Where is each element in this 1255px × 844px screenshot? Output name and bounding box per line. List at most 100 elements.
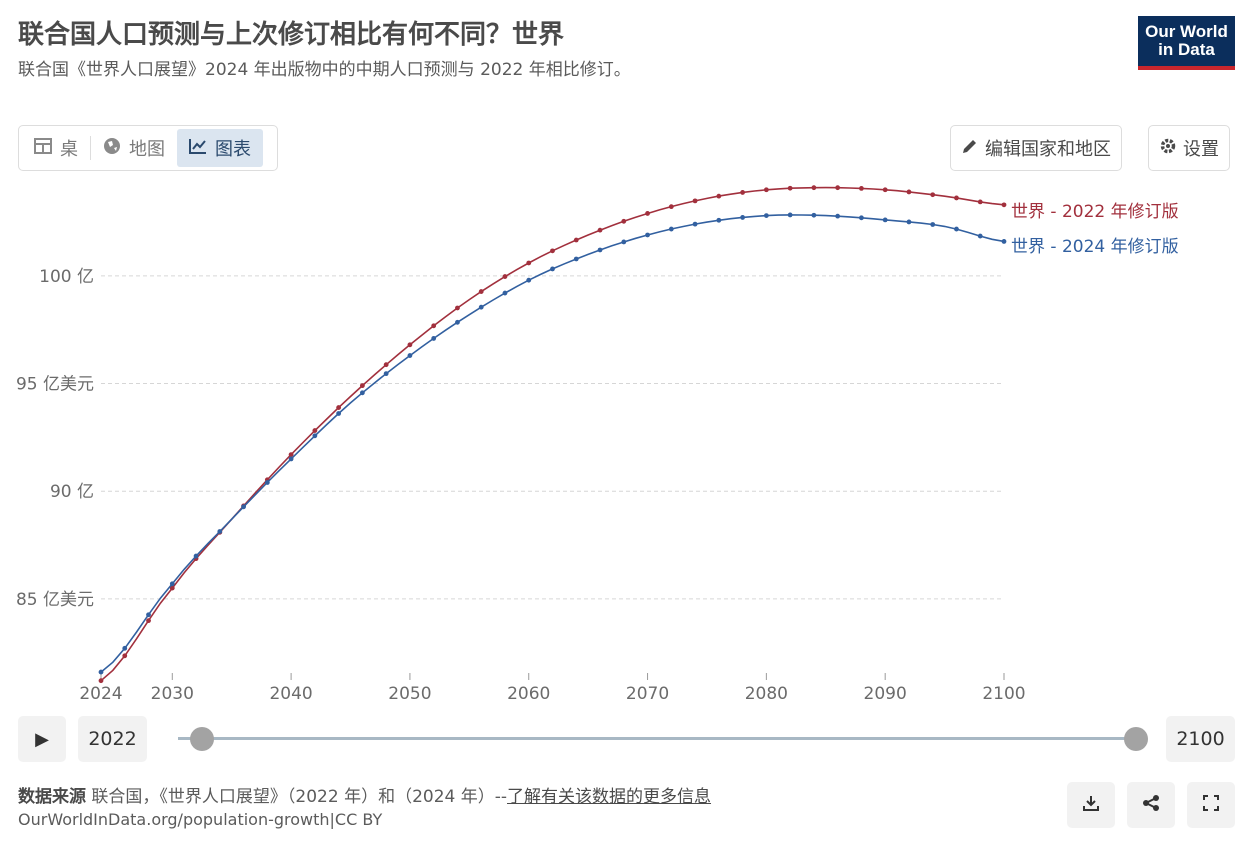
data-point [597,227,603,233]
data-point [954,226,959,232]
data-point [288,452,294,458]
timeline-end-year[interactable]: 2100 [1166,716,1235,762]
data-point [692,198,698,204]
data-point [98,669,104,675]
series-label: 世界 - 2024 年修订版 [1011,237,1179,257]
data-point [478,289,484,294]
line-chart-icon [189,138,207,159]
page-subtitle: 联合国《世界人口展望》2024 年出版物中的中期人口预测与 2022 年相比修订… [18,60,631,80]
tab-chart-label: 图表 [215,139,251,160]
data-point [526,260,532,266]
data-point [668,226,674,232]
data-point [716,217,722,223]
data-point [645,232,650,238]
timeline-start-handle[interactable] [190,727,214,751]
data-point [763,187,769,193]
x-tick-label: 2090 [864,684,907,704]
data-point [407,342,413,348]
x-tick-label: 2024 [79,684,122,704]
series-label: 世界 - 2022 年修订版 [1011,202,1179,222]
share-button[interactable] [1127,782,1175,828]
gear-icon [1159,137,1177,160]
data-point [763,213,769,219]
data-point [431,336,437,341]
data-point [645,211,650,216]
settings-button[interactable]: 设置 [1148,125,1230,171]
source-link[interactable]: 了解有关该数据的更多信息 [507,787,712,807]
data-point [573,237,579,243]
data-point [336,405,342,410]
edit-countries-label: 编辑国家和地区 [985,139,1111,160]
data-point [882,217,888,223]
data-point [502,290,508,296]
data-point [859,185,864,191]
fullscreen-icon [1202,794,1220,817]
data-point [1001,239,1007,244]
data-point [692,221,698,227]
tab-map[interactable]: 地图 [91,129,177,167]
data-point [146,618,151,624]
data-point [811,212,817,218]
data-point [264,480,270,485]
data-point [930,222,936,227]
data-point [407,353,413,358]
series-line [100,214,1005,673]
source-text: 联合国，《世界人口展望》（2022 年）和（2024 年）-- [91,787,508,807]
x-tick-label: 2080 [745,684,788,704]
data-point [98,678,104,684]
y-tick-label: 90 亿 [50,482,94,502]
y-tick-label: 85 亿美元 [16,590,94,610]
table-icon [34,137,52,159]
data-point [169,585,175,591]
data-point [455,305,460,311]
data-point [835,185,841,191]
data-point [383,371,389,377]
data-point [455,319,460,325]
x-tick-label: 2040 [269,684,312,704]
timeline-start-year[interactable]: 2022 [78,716,147,762]
view-tabs: 桌 地图 图表 [18,125,278,171]
data-point [621,218,627,224]
data-point [193,553,199,559]
x-tick-label: 2070 [626,684,669,704]
data-point [906,189,912,195]
data-point [502,274,508,279]
download-icon [1082,794,1100,817]
fullscreen-button[interactable] [1187,782,1235,828]
data-point [977,199,983,205]
data-point [977,233,983,239]
owid-logo[interactable]: Our World in Data [1138,16,1235,70]
data-point [169,581,175,587]
x-tick-label: 2050 [388,684,431,704]
x-tick-label: 2030 [151,684,194,704]
timeline-track[interactable] [178,737,1136,740]
data-point [478,304,484,310]
series-line [100,186,1005,682]
data-point [288,456,294,462]
x-tick-label: 2060 [507,684,550,704]
data-point [383,362,389,368]
data-point [122,645,128,651]
data-point [550,266,555,272]
play-button[interactable]: ▶ [18,716,66,762]
y-tick-label: 100 亿 [39,267,94,287]
logo-line2: in Data [1158,40,1215,59]
data-point [146,612,151,618]
data-point [597,247,603,253]
data-point [526,277,532,283]
edit-countries-button[interactable]: 编辑国家和地区 [950,125,1122,171]
data-point [930,192,936,198]
source-url[interactable]: OurWorldInData.org/population-growth|CC … [18,810,383,829]
tab-table[interactable]: 桌 [22,129,90,167]
data-point [716,193,722,199]
tab-chart[interactable]: 图表 [177,129,263,167]
download-button[interactable] [1067,782,1115,828]
data-point [668,204,674,210]
data-point [217,529,223,534]
data-point [811,185,817,191]
data-point [882,187,888,193]
data-point [621,239,627,245]
timeline-end-handle[interactable] [1124,727,1148,751]
play-icon: ▶ [35,728,49,750]
